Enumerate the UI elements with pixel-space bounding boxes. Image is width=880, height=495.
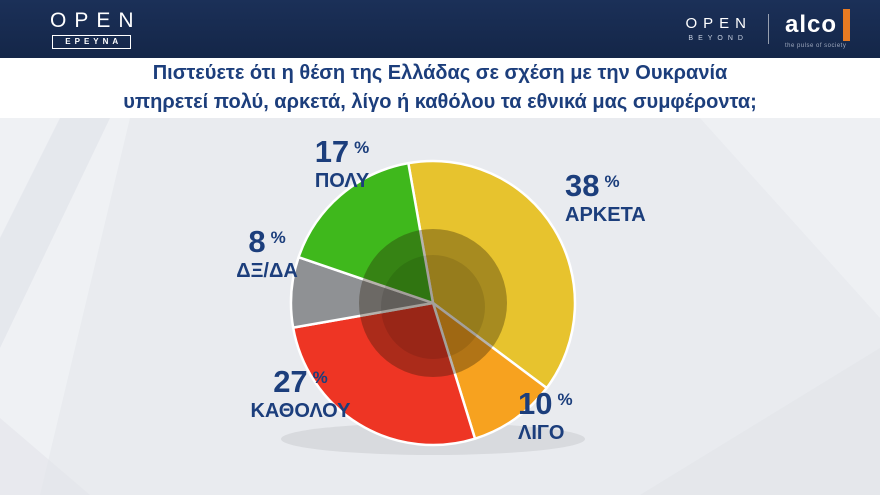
slice-label-katholou: 27% ΚΑΘΟΛΟΥ bbox=[233, 364, 368, 422]
question-line-2: υπηρετεί πολύ, αρκετά, λίγο ή καθόλου τα… bbox=[123, 91, 757, 113]
slice-label-poly: 17% ΠΟΛΥ bbox=[292, 134, 392, 192]
percent-sign: % bbox=[354, 138, 370, 157]
slice-label-ligo: 10% ΛΙΓΟ bbox=[518, 386, 628, 444]
logo-divider bbox=[767, 14, 769, 44]
donut-hole-inner-shade bbox=[381, 255, 485, 359]
ereyna-label: ΕΡΕΥΝΑ bbox=[52, 34, 132, 49]
alco-orange-bar bbox=[843, 9, 850, 41]
alco-tagline: the pulse of society bbox=[784, 43, 847, 49]
open-beyond-logo: OPEN BEYOND bbox=[679, 16, 752, 42]
chart-area: 17% ΠΟΛΥ 38% ΑΡΚΕΤΑ 8% ΔΞ/ΔΑ 27% ΚΑΘΟΛΟΥ… bbox=[0, 118, 880, 495]
dxda-category: ΔΞ/ΔΑ bbox=[236, 259, 298, 282]
beyond-label: BEYOND bbox=[688, 35, 748, 42]
top-bar: OPEN ΕΡΕΥΝΑ OPEN BEYOND alco the pulse o… bbox=[0, 0, 880, 58]
alco-text: alco bbox=[784, 11, 837, 38]
donut-hole bbox=[359, 229, 507, 377]
percent-sign: % bbox=[270, 228, 286, 247]
poly-percent: 17% bbox=[314, 134, 370, 169]
donut-chart bbox=[281, 159, 585, 455]
arketa-percent: 38% bbox=[565, 168, 620, 203]
arketa-category: ΑΡΚΕΤΑ bbox=[565, 203, 646, 226]
slice-label-dxda: 8% ΔΞ/ΔΑ bbox=[212, 224, 322, 282]
alco-logo: alco the pulse of society bbox=[785, 9, 850, 49]
percent-sign: % bbox=[312, 368, 328, 387]
percent-sign: % bbox=[604, 172, 620, 191]
ligo-percent: 10% bbox=[518, 386, 573, 421]
ligo-category: ΛΙΓΟ bbox=[518, 421, 565, 444]
open-ereyna-logo: OPEN ΕΡΕΥΝΑ bbox=[42, 10, 142, 49]
top-bar-right-logos: OPEN BEYOND alco the pulse of society bbox=[679, 9, 850, 49]
question-line-1: Πιστεύετε ότι η θέση της Ελλάδας σε σχέσ… bbox=[152, 62, 728, 84]
percent-sign: % bbox=[557, 390, 573, 409]
question-text: Πιστεύετε ότι η θέση της Ελλάδας σε σχέσ… bbox=[0, 58, 880, 118]
pie-slice-4 bbox=[297, 161, 435, 305]
dxda-percent: 8% bbox=[248, 224, 286, 259]
pie-slice-2 bbox=[291, 301, 477, 447]
background-pattern bbox=[0, 118, 880, 495]
open-beyond-text: OPEN bbox=[685, 15, 752, 32]
poly-category: ΠΟΛΥ bbox=[314, 169, 370, 192]
slice-label-arketa: 38% ΑΡΚΕΤΑ bbox=[565, 168, 705, 226]
katholou-percent: 27% bbox=[273, 364, 328, 399]
katholou-category: ΚΑΘΟΛΟΥ bbox=[250, 399, 351, 422]
pie-slice-1 bbox=[431, 301, 548, 440]
open-logo-text: OPEN bbox=[50, 8, 142, 32]
pie-slice-0 bbox=[407, 159, 577, 390]
